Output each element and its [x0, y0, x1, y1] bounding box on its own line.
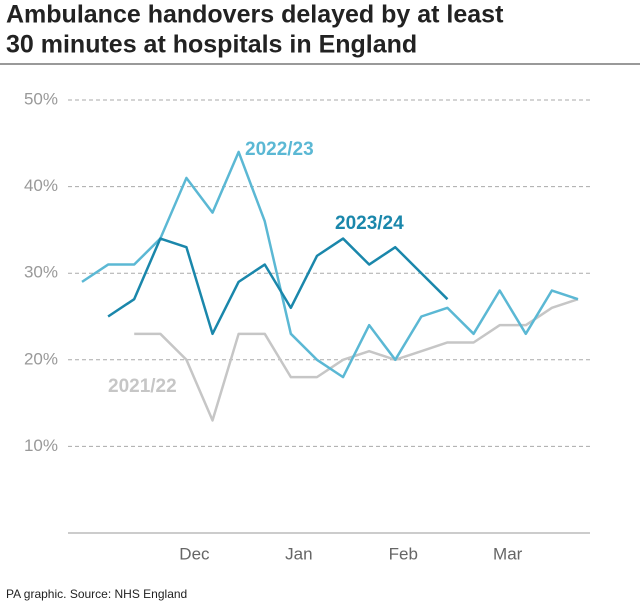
x-tick-label: Dec [179, 544, 210, 563]
y-tick-label: 30% [24, 263, 58, 282]
source: PA graphic. Source: NHS England [6, 587, 187, 601]
series-line [81, 150, 579, 379]
y-tick-label: 10% [24, 436, 58, 455]
series-line [134, 297, 579, 422]
series-label: 2023/24 [335, 213, 404, 234]
series-line [107, 237, 449, 336]
x-tick-label: Feb [389, 544, 418, 563]
series-label: 2021/22 [108, 376, 177, 397]
y-tick-label: 40% [24, 176, 58, 195]
chart-title: 30 minutes at hospitals in England [6, 31, 417, 59]
x-tick-label: Mar [493, 544, 523, 563]
series-label: 2022/23 [245, 139, 314, 160]
y-tick-label: 20% [24, 349, 58, 368]
y-tick-label: 50% [24, 89, 58, 108]
chart-title: Ambulance handovers delayed by at least [6, 1, 504, 29]
x-tick-label: Jan [285, 544, 312, 563]
